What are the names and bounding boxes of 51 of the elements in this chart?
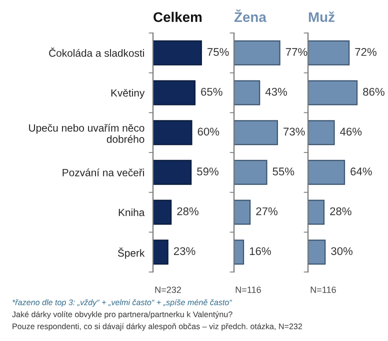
data-label: 55%: [272, 168, 294, 176]
chart-title: Muž: [308, 12, 334, 22]
y-tick-label: Kniha: [118, 208, 145, 216]
data-label: 72%: [355, 48, 376, 56]
bar: [308, 200, 325, 225]
text: Jaké dárky volíte obvykle pro partnera/partnerku k Valentýnu?: [12, 311, 232, 319]
bar: [234, 160, 268, 185]
data-label: 64%: [350, 168, 372, 176]
data-label: 77%: [286, 48, 308, 56]
data-label: 73%: [284, 128, 305, 136]
text: Pouze respondenti, co si dávají dárky alespoň občas – viz předch. otázka, N=232: [12, 323, 302, 331]
data-label: 43%: [265, 88, 287, 96]
bar: [153, 120, 192, 146]
bar: [153, 80, 196, 106]
y-tick-label: Květiny: [111, 88, 145, 99]
bar: [153, 200, 172, 225]
bar: [308, 40, 350, 66]
data-label: 75%: [208, 48, 229, 56]
y-tick-label: Šperk: [118, 248, 145, 259]
bar: [234, 80, 260, 106]
data-label: 27%: [256, 207, 278, 216]
y-tick-label: Upeču nebo uvařím něco dobrého: [29, 124, 144, 143]
text: *řazeno dle top 3: „vždy“ + „velmi často“ + „spíše méně často“: [12, 299, 232, 307]
data-label: 65%: [201, 88, 222, 96]
bar: [308, 80, 358, 106]
bar: [153, 240, 168, 265]
bar: [234, 120, 278, 146]
data-label: 46%: [340, 128, 362, 136]
data-label: 23%: [174, 247, 196, 256]
chart-title: Žena: [234, 9, 267, 22]
bar: [234, 40, 280, 66]
data-label: 30%: [331, 247, 353, 256]
y-tick-label: Pozvání na večeři: [62, 168, 144, 176]
bar: [308, 120, 335, 146]
text: N=232: [155, 286, 181, 293]
data-label: 28%: [330, 207, 352, 216]
bar: [234, 240, 244, 265]
bar: [308, 160, 346, 185]
bar: [153, 40, 202, 66]
data-label: 59%: [197, 168, 218, 176]
y-tick-label: Čokoláda a sladkosti: [49, 48, 144, 57]
text: N=116: [310, 286, 336, 293]
data-label: 86%: [363, 88, 384, 96]
bar: [234, 200, 251, 225]
data-label: 28%: [177, 207, 198, 216]
text: N=116: [236, 286, 261, 293]
data-label: 16%: [250, 247, 271, 256]
data-label: 60%: [198, 128, 220, 136]
bar: [308, 240, 326, 265]
chart-title: Celkem: [154, 12, 202, 22]
bar: [153, 160, 192, 185]
